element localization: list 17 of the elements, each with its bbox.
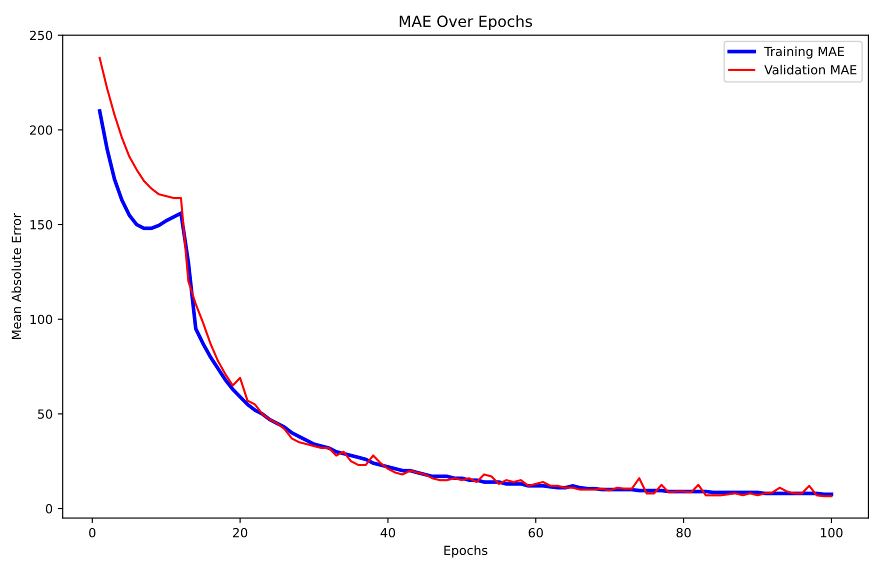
x-axis-title: Epochs: [444, 545, 488, 558]
x-tick-label: 60: [528, 528, 543, 538]
legend-label: Validation MAE: [764, 64, 856, 74]
y-axis-title: Mean Absolute Error: [11, 213, 22, 339]
y-tick-label: 250: [30, 30, 52, 40]
y-tick-label: 0: [46, 504, 52, 514]
legend-label: Training MAE: [764, 46, 844, 59]
x-tick-label: 20: [233, 528, 248, 538]
x-tick-label: 80: [676, 528, 691, 538]
y-tick-label: 100: [30, 314, 52, 324]
x-tick-label: 0: [89, 528, 96, 538]
chart-title: MAE Over Epochs: [400, 15, 532, 30]
y-tick-label: 150: [30, 220, 52, 230]
y-tick-label: 200: [30, 125, 52, 135]
y-tick-label: 50: [38, 409, 52, 419]
x-tick-label: 100: [820, 528, 843, 538]
x-tick-label: 40: [380, 528, 396, 538]
